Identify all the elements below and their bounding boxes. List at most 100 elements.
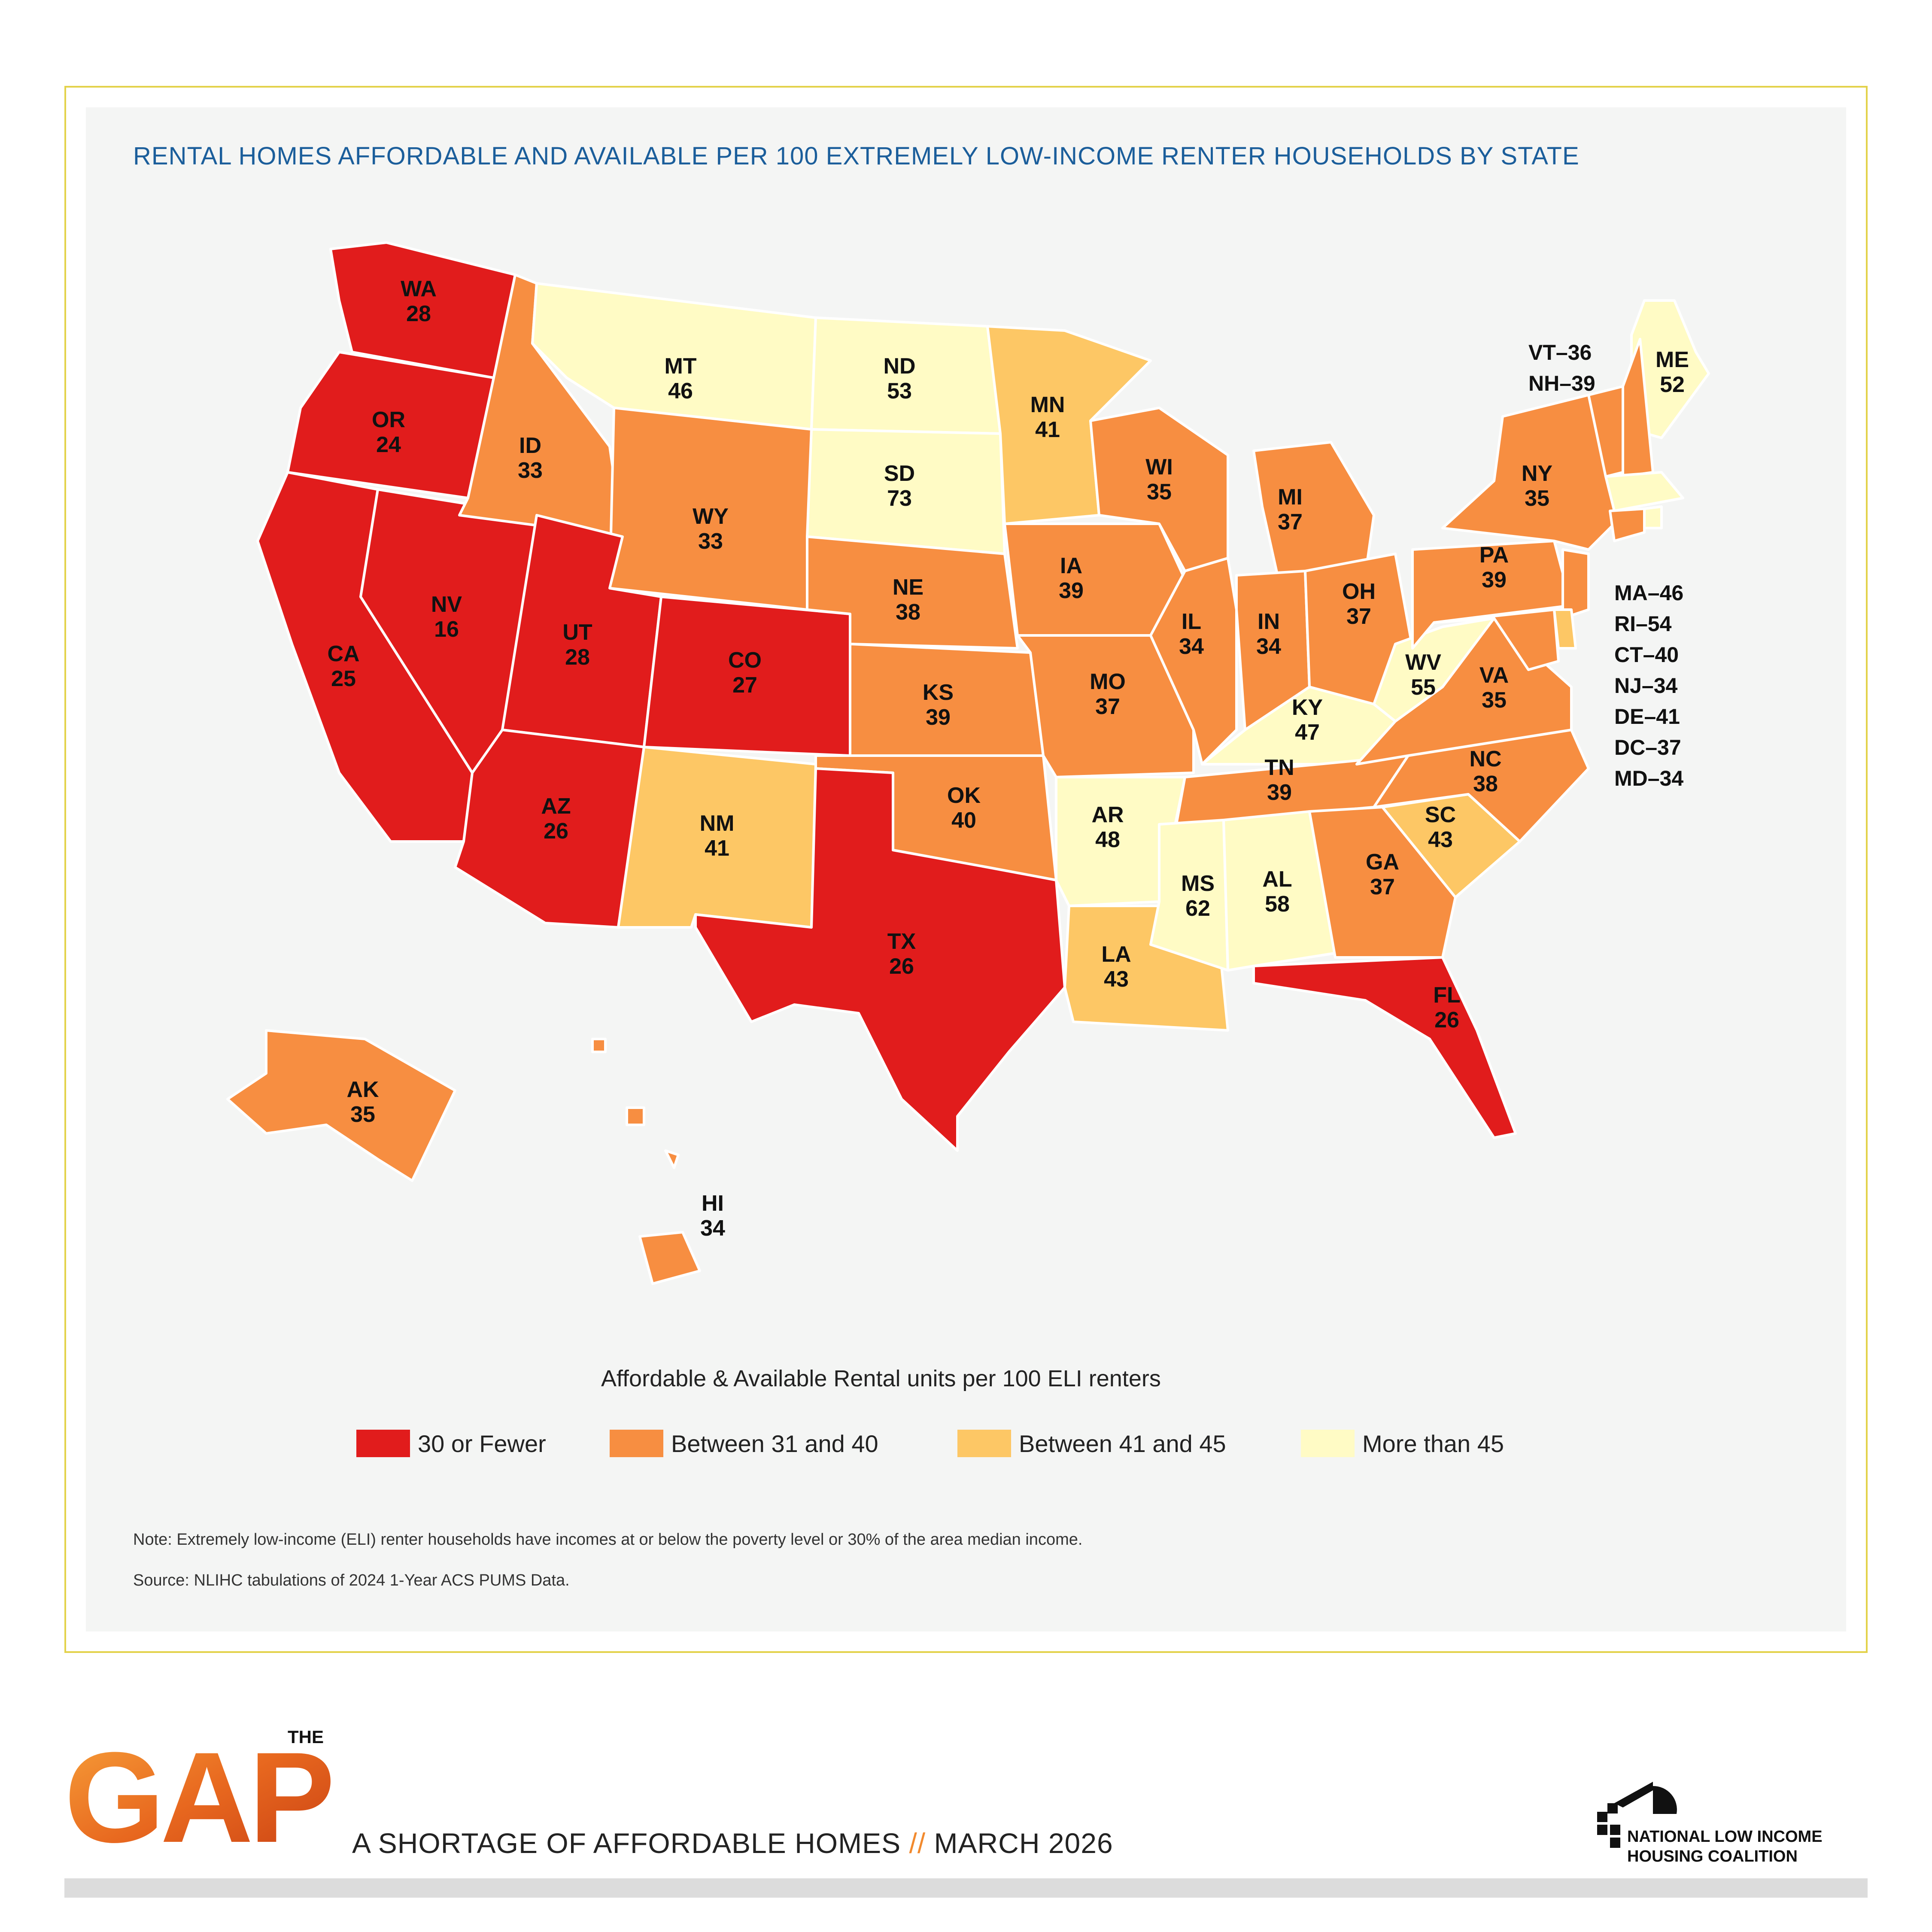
label-WA-abbr: WA bbox=[401, 276, 437, 301]
label-ME-abbr: ME bbox=[1656, 347, 1689, 372]
label-MO-abbr: MO bbox=[1090, 669, 1126, 694]
label-NC-abbr: NC bbox=[1469, 747, 1501, 772]
label-MD: MD–34 bbox=[1614, 766, 1684, 790]
state-HI bbox=[638, 1231, 701, 1285]
label-FL-value: 26 bbox=[1434, 1008, 1459, 1033]
state-AL bbox=[1222, 810, 1337, 972]
label-AZ-value: 26 bbox=[544, 819, 568, 844]
label-NE-abbr: NE bbox=[893, 575, 923, 600]
label-VA-abbr: VA bbox=[1479, 663, 1509, 688]
label-UT-value: 28 bbox=[565, 645, 590, 670]
state-IL bbox=[1149, 557, 1238, 766]
label-NM-abbr: NM bbox=[700, 811, 735, 836]
logo-gap: GAP bbox=[64, 1725, 331, 1859]
footer-subtitle: A SHORTAGE OF AFFORDABLE HOMES // MARCH … bbox=[352, 1827, 1113, 1859]
label-LA-value: 43 bbox=[1104, 967, 1129, 992]
state-HI-islands bbox=[591, 1038, 680, 1169]
label-AR-abbr: AR bbox=[1091, 802, 1124, 827]
label-KY-value: 47 bbox=[1295, 720, 1320, 745]
label-MS-value: 62 bbox=[1185, 896, 1210, 921]
label-AK-value: 35 bbox=[350, 1102, 375, 1127]
label-OH-value: 37 bbox=[1346, 604, 1371, 629]
label-TX-value: 26 bbox=[889, 954, 914, 979]
label-WI-abbr: WI bbox=[1145, 455, 1173, 480]
state-RI bbox=[1643, 505, 1663, 529]
label-NE-value: 38 bbox=[896, 600, 920, 625]
state-MS bbox=[1149, 819, 1229, 972]
label-ND-value: 53 bbox=[887, 379, 912, 404]
label-RI: RI–54 bbox=[1614, 612, 1672, 636]
us-map: WA28OR24CA25NV16ID33MT46WY33UT28AZ26CO27… bbox=[226, 241, 1710, 1285]
logo-the: THE bbox=[288, 1727, 324, 1747]
label-HI-value: 34 bbox=[700, 1216, 725, 1241]
subtitle-separator: // bbox=[909, 1827, 926, 1859]
state-TX bbox=[694, 767, 1066, 1152]
label-CA-value: 25 bbox=[331, 666, 356, 691]
label-SC-value: 43 bbox=[1428, 827, 1453, 852]
small-states-east: MA–46 RI–54 CT–40 NJ–34 DE–41 DC–37 MD–3… bbox=[1614, 577, 1683, 794]
label-NV-value: 16 bbox=[434, 617, 459, 642]
label-DE: DE–41 bbox=[1614, 705, 1680, 729]
state-ME bbox=[1630, 299, 1710, 439]
subtitle-right: MARCH 2026 bbox=[934, 1827, 1113, 1859]
label-SC-abbr: SC bbox=[1425, 802, 1456, 827]
label-IA-abbr: IA bbox=[1060, 553, 1082, 578]
label-NJ: NJ–34 bbox=[1614, 674, 1678, 698]
label-KS-abbr: KS bbox=[923, 680, 954, 705]
label-MT-abbr: MT bbox=[664, 354, 696, 379]
state-AK bbox=[226, 1029, 456, 1182]
org-line-2: HOUSING COALITION bbox=[1627, 1847, 1798, 1865]
label-NH: NH–39 bbox=[1528, 371, 1595, 395]
label-WY-value: 33 bbox=[698, 529, 723, 554]
label-MT-value: 46 bbox=[668, 379, 693, 404]
label-DC: DC–37 bbox=[1614, 735, 1681, 759]
state-FL bbox=[1252, 956, 1517, 1139]
label-CT: CT–40 bbox=[1614, 643, 1679, 667]
legend-swatch bbox=[957, 1430, 1011, 1457]
label-CA-abbr: CA bbox=[327, 641, 359, 666]
state-AR bbox=[1055, 776, 1186, 907]
label-NY-abbr: NY bbox=[1522, 461, 1552, 486]
state-IA bbox=[1003, 522, 1186, 637]
label-MN-abbr: MN bbox=[1030, 392, 1065, 417]
label-OR-abbr: OR bbox=[372, 407, 405, 432]
label-MI-value: 37 bbox=[1278, 510, 1303, 535]
state-MA bbox=[1604, 471, 1684, 512]
label-ND-abbr: ND bbox=[883, 354, 915, 379]
label-TN-abbr: TN bbox=[1264, 755, 1294, 780]
label-AL-value: 58 bbox=[1265, 892, 1290, 917]
label-MO-value: 37 bbox=[1095, 694, 1120, 719]
label-VA-value: 35 bbox=[1482, 688, 1507, 713]
label-KS-value: 39 bbox=[926, 705, 951, 730]
org-line-1: NATIONAL LOW INCOME bbox=[1627, 1828, 1823, 1846]
label-NY-value: 35 bbox=[1525, 486, 1549, 511]
nlihc-logo-icon bbox=[1597, 1782, 1677, 1848]
label-WV-abbr: WV bbox=[1405, 650, 1441, 675]
legend-item-orange: Between 31 and 40 bbox=[610, 1430, 878, 1457]
label-OH-abbr: OH bbox=[1342, 579, 1376, 604]
label-AL-abbr: AL bbox=[1262, 867, 1292, 892]
label-SD-value: 73 bbox=[887, 486, 912, 511]
legend-label: Between 31 and 40 bbox=[671, 1430, 878, 1457]
legend-item-lightorange: Between 41 and 45 bbox=[957, 1430, 1226, 1457]
label-VT: VT–36 bbox=[1528, 340, 1592, 365]
legend-item-yellow: More than 45 bbox=[1301, 1430, 1504, 1457]
label-CO-value: 27 bbox=[732, 673, 757, 698]
label-IL-value: 34 bbox=[1179, 634, 1204, 659]
label-WV-value: 55 bbox=[1411, 675, 1436, 700]
label-OR-value: 24 bbox=[376, 432, 401, 457]
state-GA bbox=[1308, 806, 1457, 959]
label-OK-abbr: OK bbox=[947, 783, 981, 808]
footer-bar bbox=[64, 1878, 1868, 1898]
label-ID-value: 33 bbox=[518, 458, 543, 483]
label-GA-value: 37 bbox=[1370, 875, 1395, 899]
label-MS-abbr: MS bbox=[1181, 871, 1215, 896]
state-MD bbox=[1433, 608, 1560, 671]
label-SD-abbr: SD bbox=[884, 461, 915, 486]
note-text: Note: Extremely low-income (ELI) renter … bbox=[133, 1531, 1083, 1549]
label-AR-value: 48 bbox=[1095, 827, 1120, 852]
label-PA-value: 39 bbox=[1482, 568, 1507, 592]
legend-label: More than 45 bbox=[1362, 1430, 1504, 1457]
label-NV-abbr: NV bbox=[431, 592, 462, 617]
legend-swatch bbox=[1301, 1430, 1355, 1457]
